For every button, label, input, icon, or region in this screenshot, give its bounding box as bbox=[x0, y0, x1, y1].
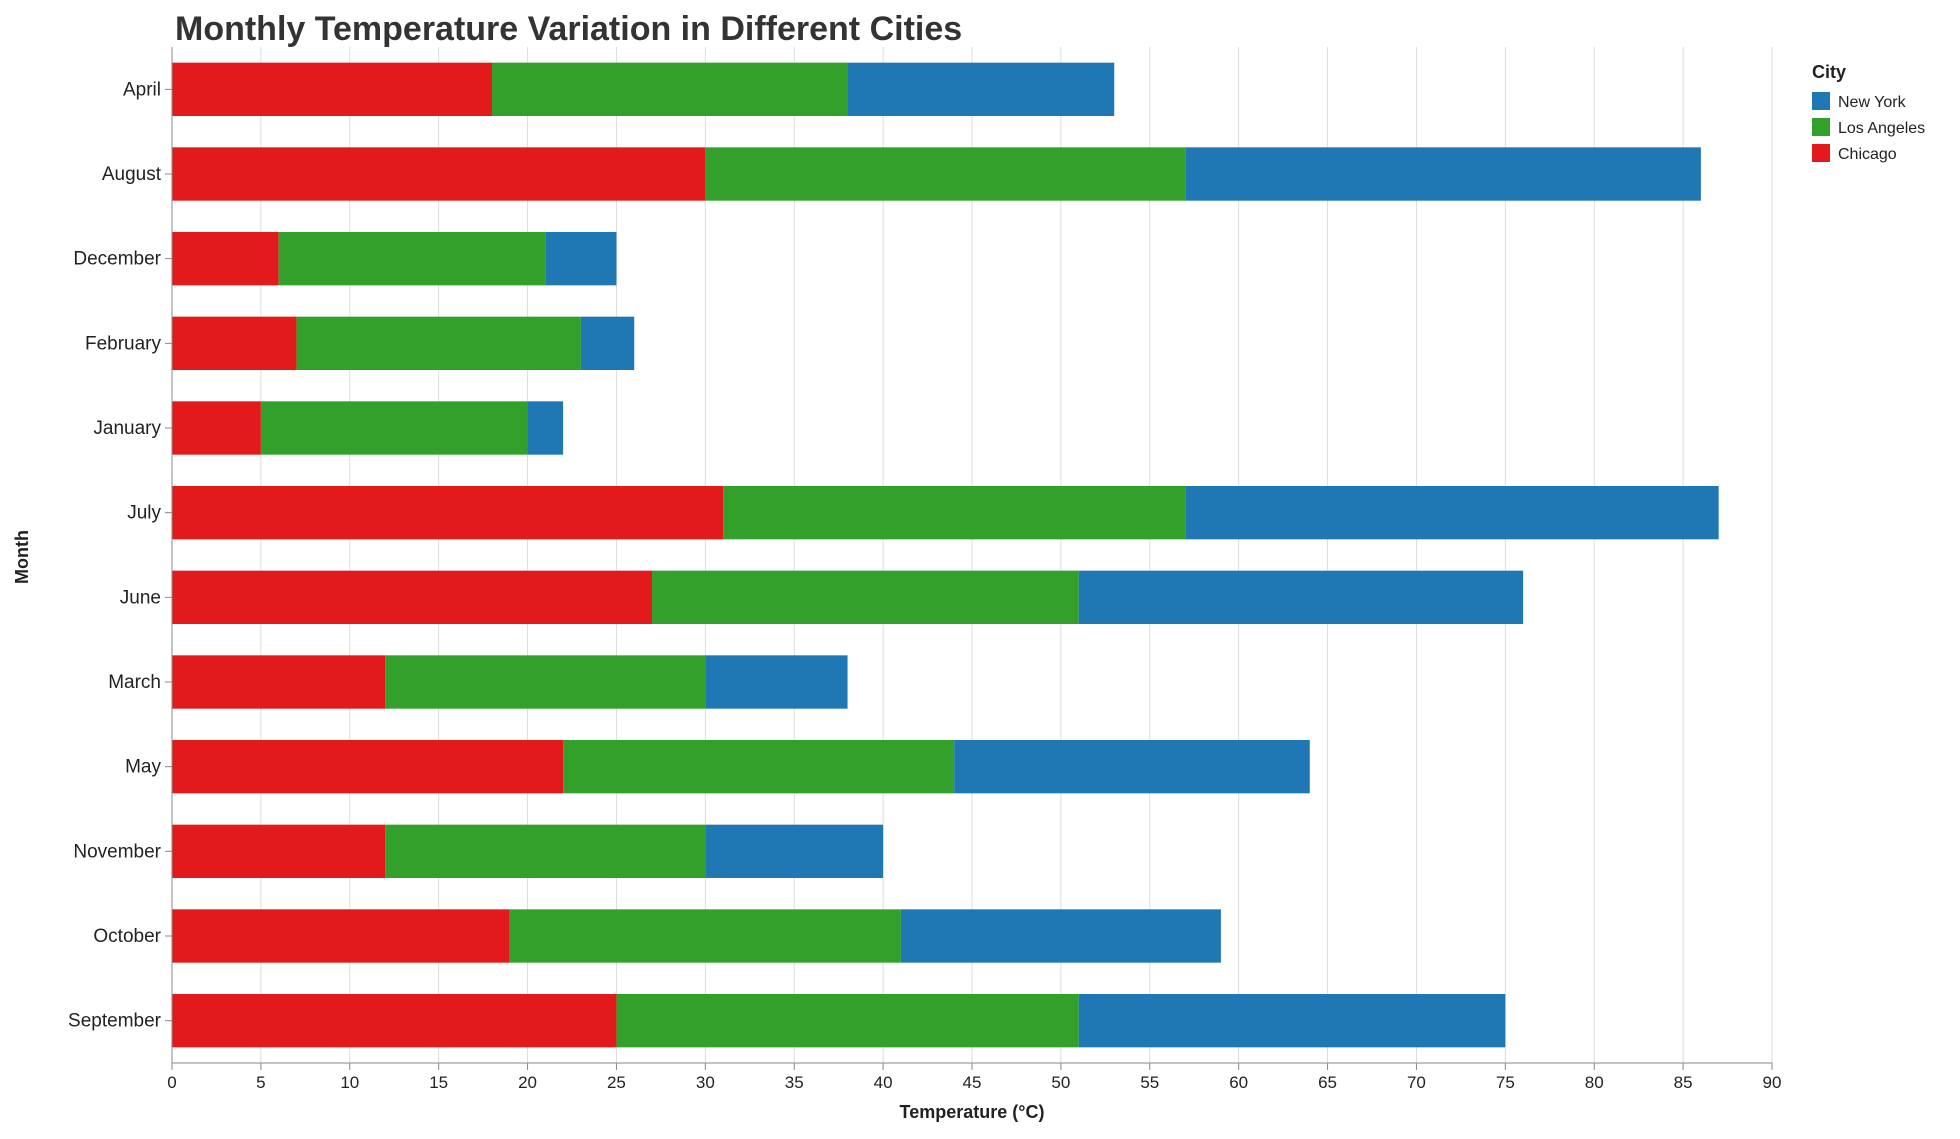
bar-chicago bbox=[172, 824, 386, 879]
legend-swatch bbox=[1812, 144, 1830, 162]
bar-los-angeles bbox=[509, 909, 901, 963]
bar-los-angeles bbox=[492, 62, 848, 117]
x-tick-label: 10 bbox=[340, 1073, 359, 1092]
bar-los-angeles bbox=[723, 485, 1186, 540]
bar-chicago bbox=[172, 147, 706, 201]
y-tick-label: May bbox=[125, 757, 161, 778]
y-tick-label: October bbox=[93, 926, 161, 947]
bar-chicago bbox=[172, 401, 261, 455]
bar-los-angeles bbox=[705, 147, 1186, 201]
bar-new-york bbox=[545, 231, 617, 286]
bar-new-york bbox=[580, 316, 635, 371]
y-tick-label: September bbox=[68, 1011, 162, 1032]
bar-new-york bbox=[1185, 485, 1719, 540]
bars bbox=[172, 62, 1719, 1048]
bar-new-york bbox=[527, 401, 564, 455]
x-tick-label: 45 bbox=[963, 1073, 982, 1092]
bar-new-york bbox=[705, 824, 884, 879]
x-axis-title: Temperature (°C) bbox=[900, 1102, 1045, 1122]
x-tick-label: 75 bbox=[1496, 1073, 1515, 1092]
bar-chicago bbox=[172, 993, 617, 1048]
bar-new-york bbox=[1185, 147, 1701, 201]
x-tick-label: 90 bbox=[1763, 1073, 1782, 1092]
x-tick-label: 80 bbox=[1585, 1073, 1604, 1092]
bar-new-york bbox=[705, 655, 848, 709]
y-tick-label: December bbox=[73, 249, 161, 270]
legend: City New York Los Angeles Chicago bbox=[1812, 62, 1925, 163]
bar-new-york bbox=[1078, 993, 1506, 1048]
x-tick-label: 55 bbox=[1140, 1073, 1159, 1092]
y-tick-label: March bbox=[108, 672, 161, 693]
bar-los-angeles bbox=[652, 570, 1079, 625]
legend-title: City bbox=[1812, 62, 1846, 82]
bar-chicago bbox=[172, 739, 564, 794]
x-tick-label: 40 bbox=[874, 1073, 893, 1092]
legend-label: Chicago bbox=[1838, 146, 1897, 163]
bar-new-york bbox=[954, 739, 1310, 794]
y-tick-label: November bbox=[73, 841, 161, 862]
x-tick-label: 70 bbox=[1407, 1073, 1426, 1092]
y-tick-label: July bbox=[127, 503, 161, 524]
y-tick-label: January bbox=[93, 418, 161, 439]
x-tick-label: 15 bbox=[429, 1073, 448, 1092]
bar-los-angeles bbox=[296, 316, 581, 371]
axes: 0 5 10 15 20 25 30 35 40 45 50 55 60 65 70 75 80 85 90 Apri… bbox=[68, 47, 1781, 1092]
bar-los-angeles bbox=[385, 824, 706, 879]
x-tick-label: 65 bbox=[1318, 1073, 1337, 1092]
bar-chicago bbox=[172, 62, 492, 117]
x-tick-label: 35 bbox=[785, 1073, 804, 1092]
legend-swatch bbox=[1812, 92, 1830, 110]
bar-los-angeles bbox=[260, 401, 528, 455]
bar-chicago bbox=[172, 485, 724, 540]
legend-label: Los Angeles bbox=[1838, 120, 1925, 137]
bar-los-angeles bbox=[278, 231, 546, 286]
y-tick-label: June bbox=[120, 587, 161, 608]
x-tick-label: 60 bbox=[1229, 1073, 1248, 1092]
bar-new-york bbox=[847, 62, 1115, 117]
legend-label: New York bbox=[1838, 94, 1907, 111]
x-tick-label: 0 bbox=[167, 1073, 176, 1092]
x-tick-label: 5 bbox=[256, 1073, 265, 1092]
y-tick-label: February bbox=[85, 333, 162, 354]
bar-chicago bbox=[172, 909, 510, 963]
y-tick-label: April bbox=[123, 79, 161, 100]
bar-new-york bbox=[900, 909, 1221, 963]
x-tick-label: 30 bbox=[696, 1073, 715, 1092]
bar-los-angeles bbox=[616, 993, 1079, 1048]
bar-chicago bbox=[172, 231, 279, 286]
x-tick-label: 50 bbox=[1051, 1073, 1070, 1092]
bar-los-angeles bbox=[385, 655, 706, 709]
grid-lines bbox=[171, 47, 1773, 1063]
bar-chicago bbox=[172, 655, 386, 709]
y-axis-title: Month bbox=[12, 530, 32, 584]
x-tick-label: 20 bbox=[518, 1073, 537, 1092]
bar-los-angeles bbox=[563, 739, 955, 794]
bar-chicago bbox=[172, 570, 652, 625]
x-tick-label: 85 bbox=[1674, 1073, 1693, 1092]
x-tick-label: 25 bbox=[607, 1073, 626, 1092]
legend-swatch bbox=[1812, 118, 1830, 136]
bar-chicago bbox=[172, 316, 297, 371]
y-tick-label: August bbox=[102, 164, 162, 185]
bar-new-york bbox=[1078, 570, 1524, 625]
chart-title: Monthly Temperature Variation in Differe… bbox=[175, 10, 962, 48]
